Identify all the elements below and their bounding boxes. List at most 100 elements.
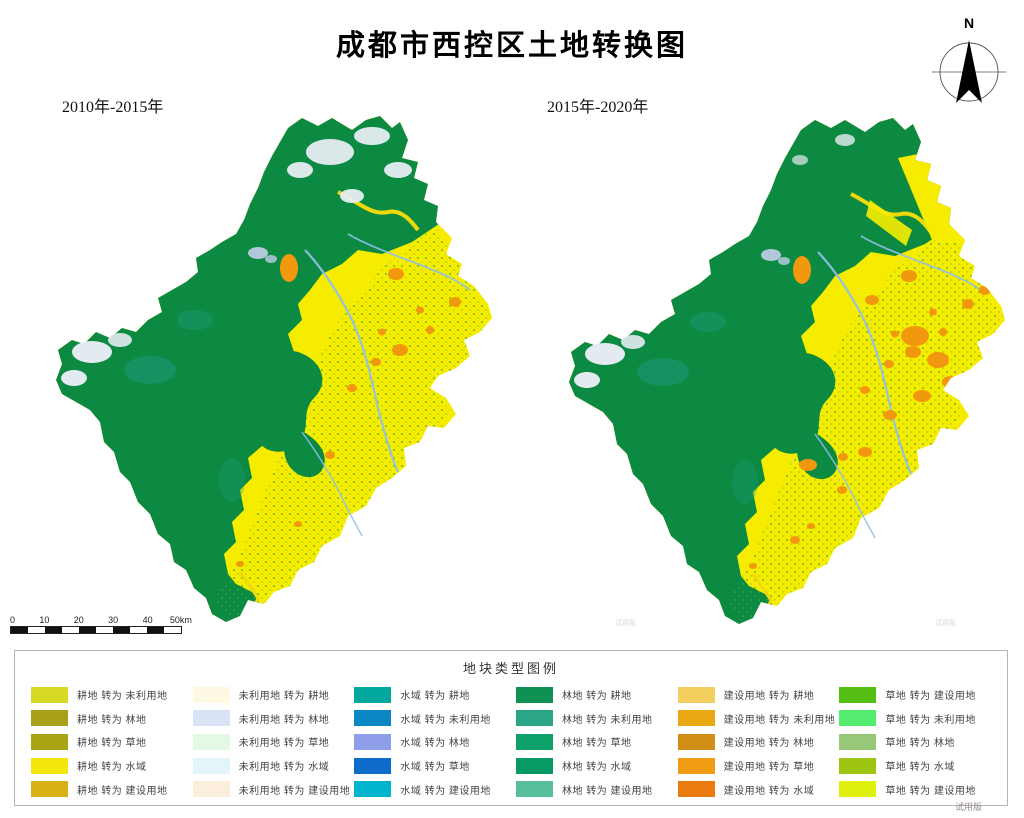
legend-grid: 耕地 转为 未利用地 耕地 转为 林地 耕地 转为 草地 耕地 转为 水域耕地 转为 … [15,677,1007,805]
legend-label: 建设用地 转为 林地 [723,738,815,750]
legend-swatch [677,757,715,774]
legend-label: 未利用地 转为 建设用地 [238,785,351,797]
legend-swatch [839,757,877,774]
legend-swatch [192,733,230,750]
map-watermark-right: 试用版 [935,620,956,627]
scale-bar-segments [10,626,182,634]
legend-label: 建设用地 转为 未利用地 [723,714,836,726]
legend-swatch [839,710,877,727]
legend-label: 未利用地 转为 草地 [238,738,330,750]
legend-swatch [192,757,230,774]
compass-needle-icon [956,40,982,103]
legend-swatch [354,686,392,703]
legend-label: 耕地 转为 草地 [77,738,147,750]
map-watermark-left: 试用版 [615,620,636,627]
legend-item: 耕地 转为 林地 [31,707,193,731]
legend-label: 草地 转为 林地 [885,738,955,750]
legend-swatch [354,710,392,727]
legend-swatch [516,686,553,703]
legend-swatch [354,757,392,774]
legend-label: 水域 转为 草地 [400,762,470,774]
legend-label: 未利用地 转为 水域 [238,762,330,774]
scale-tick-label: 0 [10,615,16,625]
legend-item: 建设用地 转为 水域 [677,777,840,801]
legend-label: 草地 转为 建设用地 [885,691,976,703]
legend-item: 建设用地 转为 耕地 [677,683,840,707]
legend-label: 未利用地 转为 林地 [238,714,330,726]
legend-label: 水域 转为 耕地 [400,691,470,703]
legend-label: 耕地 转为 未利用地 [77,691,168,703]
legend-box: 地块类型图例 耕地 转为 未利用地 耕地 转为 林地 耕地 转为 草地 耕地 转为 水… [14,650,1008,806]
legend-label: 建设用地 转为 耕地 [723,691,815,703]
legend-label: 水域 转为 林地 [400,738,470,750]
scale-bar: 0 10 20 30 40 50km [10,615,192,641]
legend-item: 未利用地 转为 林地 [192,707,355,731]
legend-item: 未利用地 转为 耕地 [192,683,355,707]
legend-item: 草地 转为 水域 [839,754,1001,778]
legend-item: 林地 转为 耕地 [516,683,678,707]
legend-item: 草地 转为 林地 [839,730,1001,754]
scale-bar-ticks: 0 10 20 30 40 50km [10,615,192,626]
legend-label: 林地 转为 未利用地 [562,714,653,726]
legend-swatch [516,781,553,798]
legend-label: 林地 转为 水域 [562,762,632,774]
legend-label: 耕地 转为 林地 [77,714,147,726]
legend-swatch [31,733,68,750]
snow-patches-left [287,127,412,203]
map-period-label-right: 2015年-2020年 [547,99,649,116]
legend-swatch [839,733,877,750]
map-figures [0,0,1024,650]
legend-label: 草地 转为 未利用地 [885,714,976,726]
legend-item: 未利用地 转为 草地 [192,730,355,754]
legend-swatch [677,710,715,727]
legend-swatch [677,686,715,703]
legend-swatch [192,781,230,798]
scale-tick-label: 30 [108,615,119,625]
north-arrow: N [932,15,1006,103]
scale-tick-label: 20 [73,615,84,625]
map-period-label-left: 2010年-2015年 [62,99,164,116]
legend-label: 建设用地 转为 草地 [723,762,815,774]
legend-label: 林地 转为 草地 [562,738,632,750]
legend-swatch [31,710,68,727]
legend-item: 建设用地 转为 林地 [677,730,840,754]
legend-item: 草地 转为 未利用地 [839,707,1001,731]
legend-item: 耕地 转为 建设用地 [31,777,193,801]
legend-swatch [516,710,553,727]
legend-label: 草地 转为 水域 [885,762,955,774]
legend-item: 耕地 转为 未利用地 [31,683,193,707]
legend-item: 建设用地 转为 未利用地 [677,707,840,731]
legend-item: 林地 转为 水域 [516,754,678,778]
legend-label: 建设用地 转为 水域 [723,785,815,797]
legend-label: 耕地 转为 水域 [77,762,147,774]
legend-swatch [516,733,553,750]
legend-item: 水域 转为 林地 [354,730,516,754]
legend-swatch [354,733,392,750]
legend-swatch [516,757,553,774]
legend-swatch [31,781,68,798]
legend-item: 水域 转为 草地 [354,754,516,778]
legend-swatch [677,781,715,798]
legend-item: 未利用地 转为 建设用地 [192,777,355,801]
legend-label: 耕地 转为 建设用地 [77,785,168,797]
legend-item: 耕地 转为 水域 [31,754,193,778]
legend-label: 草地 转为 建设用地 [885,785,976,797]
legend-item: 建设用地 转为 草地 [677,754,840,778]
legend-swatch [839,781,877,798]
legend-swatch [31,757,68,774]
legend-item: 林地 转为 建设用地 [516,777,678,801]
legend-label: 水域 转为 未利用地 [400,714,491,726]
legend-item: 水域 转为 未利用地 [354,707,516,731]
legend-swatch [354,781,392,798]
scale-tick-label: 10 [39,615,50,625]
legend-item: 耕地 转为 草地 [31,730,193,754]
legend-item: 未利用地 转为 水域 [192,754,355,778]
trial-watermark: 试用版 [954,802,982,812]
legend-label: 未利用地 转为 耕地 [238,691,330,703]
legend-label: 林地 转为 耕地 [562,691,632,703]
map-2015-2020 [521,82,1005,642]
legend-item: 水域 转为 建设用地 [354,777,516,801]
legend-swatch [677,733,715,750]
legend-swatch [31,686,68,703]
